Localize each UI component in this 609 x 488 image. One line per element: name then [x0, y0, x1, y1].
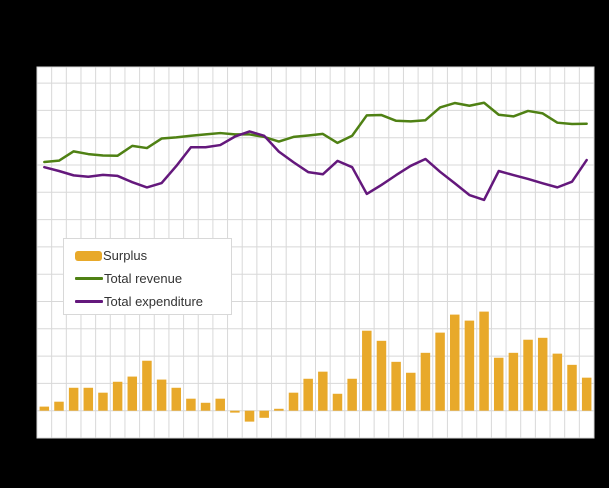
legend-label: Surplus	[103, 248, 148, 263]
legend: Surplus Total revenue Total expenditure	[63, 238, 232, 315]
legend-item-total-expenditure[interactable]: Total expenditure	[75, 290, 231, 313]
revenue-line-swatch	[75, 277, 103, 280]
legend-item-surplus[interactable]: Surplus	[75, 244, 231, 267]
legend-label: Total expenditure	[104, 294, 204, 309]
expenditure-line-swatch	[75, 300, 103, 303]
legend-label: Total revenue	[104, 271, 183, 286]
surplus-swatch	[75, 250, 102, 261]
legend-item-total-revenue[interactable]: Total revenue	[75, 267, 231, 290]
